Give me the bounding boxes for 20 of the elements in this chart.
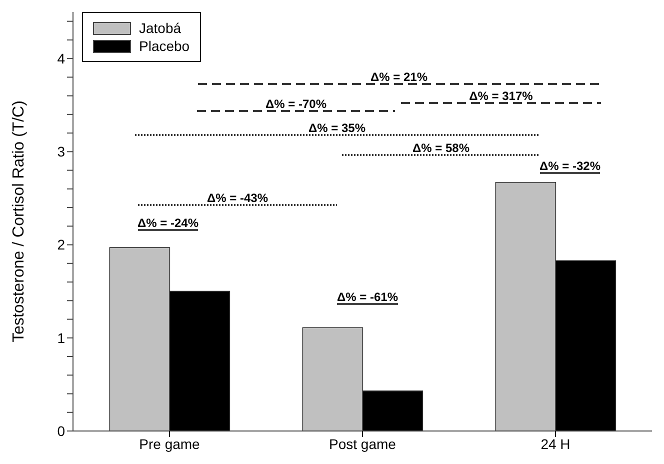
y-tick-label: 1 — [57, 330, 66, 346]
legend-label: Placebo — [139, 38, 190, 54]
annotation: Δ% = -32% — [540, 159, 601, 173]
annotation: Δ% = -43% — [207, 191, 268, 205]
annotation: Δ% = -70% — [266, 97, 327, 111]
y-tick-label: 3 — [57, 144, 66, 160]
y-tick-label: 0 — [57, 422, 66, 439]
annotation: Δ% = -61% — [337, 290, 398, 304]
annotation: Δ% = 35% — [308, 121, 366, 135]
x-tick-label: Post game — [329, 436, 396, 452]
annotation: Δ% = 58% — [412, 141, 470, 155]
y-tick-label: 4 — [57, 50, 66, 67]
legend-label: Jatobá — [139, 20, 182, 36]
x-tick-label: 24 H — [540, 436, 570, 452]
y-tick-label: 2 — [57, 236, 66, 253]
annotation: Δ% = 21% — [370, 70, 428, 84]
y-axis-title: Testosterone / Cortisol Ratio (T/C) — [10, 100, 28, 342]
annotation: Δ% = 317% — [469, 89, 534, 103]
x-tick-label: Pre game — [139, 436, 200, 452]
annotation: Δ% = -24% — [138, 216, 199, 230]
